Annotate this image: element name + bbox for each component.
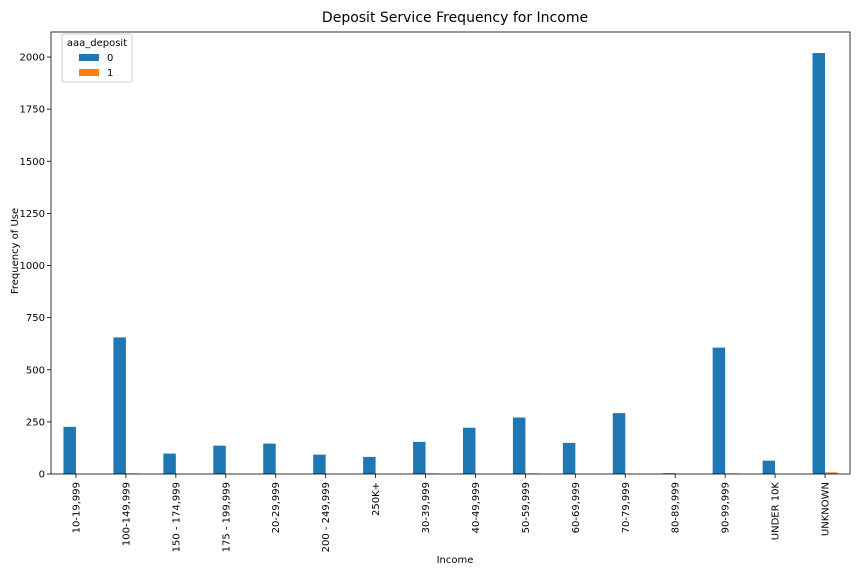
bar-series-0-3 [213,445,226,474]
legend-title: aaa_deposit [67,38,127,49]
y-tick-label-4: 1000 [20,261,45,272]
bar-series-0-0 [63,426,76,474]
x-axis-title: Income [437,555,474,566]
chart-title: Deposit Service Frequency for Income [322,10,588,26]
x-tick-label-2: 150 - 174,999 [171,482,182,552]
bar-series-0-12 [662,473,676,474]
x-tick-label-0: 10-19,999 [71,482,82,533]
y-tick-label-7: 1750 [20,105,45,116]
x-tick-label-3: 175 - 199,999 [221,482,232,552]
x-tick-label-6: 250K+ [371,482,382,516]
x-tick-label-15: UNKNOWN [821,482,832,536]
x-tick-label-7: 30-39,999 [421,482,432,533]
bar-series-0-2 [163,453,176,474]
x-tick-label-8: 40-49,999 [471,482,482,533]
bar-series-0-1 [113,337,126,474]
legend: aaa_deposit 0 1 [61,33,133,83]
bar-series-0-13 [712,347,726,474]
x-tick-label-10: 60-69,999 [571,482,582,533]
y-tick-label-5: 1250 [20,209,45,220]
x-tick-label-1: 100-149,999 [121,482,132,546]
bar-series-0-4 [263,443,276,474]
y-tick-label-6: 1500 [20,157,45,168]
bar-series-0-9 [512,417,526,474]
legend-swatch-1 [79,69,99,76]
x-tick-label-14: UNDER 10K [771,482,782,541]
plot-frame [50,31,851,475]
plot-area: 0 250 500 750 1000 1250 1500 1750 2000 10-19,999 1… [20,31,851,552]
bar-series-0-10 [562,442,576,474]
x-tick-label-4: 20-29,999 [271,482,282,533]
x-tick-label-5: 200 - 249,999 [321,482,332,552]
x-tick-label-13: 90-99,999 [721,482,732,533]
y-tick-label-3: 750 [26,313,45,324]
bar-series-0-6 [363,456,376,474]
bar-series-0-11 [612,413,626,474]
y-tick-label-0: 0 [39,470,45,481]
y-tick-label-8: 2000 [20,53,45,64]
x-tick-label-9: 50-59,999 [521,482,532,533]
bar-series-0-7 [413,441,426,474]
y-tick-label-1: 250 [26,417,45,428]
legend-label-1: 1 [107,68,113,79]
bar-series-0-15 [812,53,826,475]
legend-label-0: 0 [107,53,113,64]
y-tick-label-2: 500 [26,365,45,376]
bar-series-0-5 [313,454,326,474]
y-axis-title: Frequency of Use [10,208,21,294]
bar-series-0-14 [762,460,776,474]
x-tick-label-12: 80-89,999 [671,482,682,533]
x-tick-label-11: 70-79,999 [621,482,632,533]
bar-series-0-8 [462,427,476,474]
legend-swatch-0 [79,54,99,61]
bar-series-1-15 [825,472,838,474]
